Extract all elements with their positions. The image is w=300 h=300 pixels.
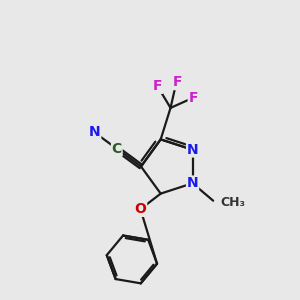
Text: N: N	[187, 176, 198, 190]
Text: CH₃: CH₃	[221, 196, 246, 209]
Text: F: F	[188, 91, 198, 105]
Text: F: F	[173, 75, 183, 89]
Text: N: N	[89, 125, 100, 139]
Text: C: C	[112, 142, 122, 156]
Text: O: O	[134, 202, 146, 216]
Text: F: F	[153, 79, 162, 93]
Text: N: N	[187, 143, 198, 157]
